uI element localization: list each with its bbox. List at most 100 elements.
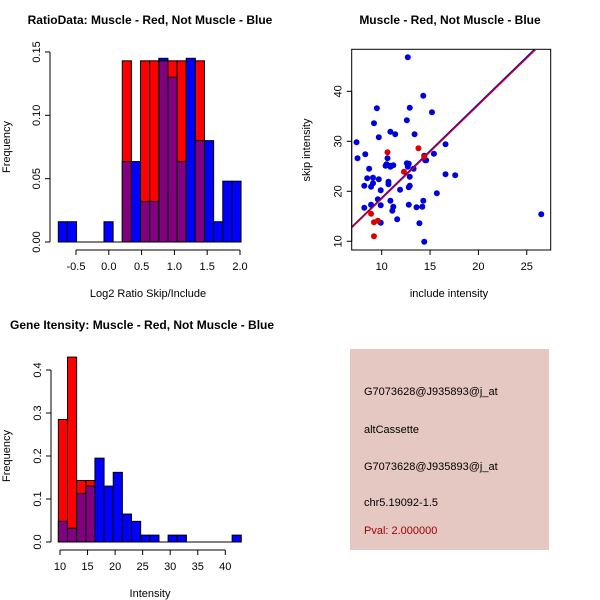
scatter-point: [361, 204, 368, 211]
scatter-point: [353, 139, 360, 146]
scatter-point: [419, 203, 426, 210]
x-tick-label: 20: [472, 261, 484, 273]
scatter-point: [368, 183, 375, 190]
x-tick-label: 25: [137, 561, 149, 573]
y-tick-label: 0.3: [32, 405, 44, 420]
histogram-overlap-bar: [140, 200, 151, 243]
scatter-point: [452, 172, 459, 179]
histogram-bar: [222, 180, 233, 243]
scatter-point: [415, 145, 422, 152]
scatter-point: [410, 165, 417, 172]
scatter-point: [384, 155, 391, 162]
y-tick-label: 40: [333, 85, 345, 97]
scatter-point: [538, 211, 545, 218]
histogram-bar: [131, 520, 142, 543]
scatter-point: [392, 131, 399, 138]
pval: Pval: 2.000000: [364, 525, 438, 537]
histogram-bar: [185, 57, 196, 243]
histogram-bar: [149, 534, 160, 543]
x-tick-label: 15: [424, 261, 436, 273]
scatter-point: [382, 162, 389, 169]
scatter-point: [370, 120, 377, 127]
histogram-overlap-bar: [167, 76, 178, 243]
scatter-point: [420, 197, 427, 204]
scatter-point: [394, 216, 401, 223]
y-tick-label: 10: [333, 235, 345, 247]
x-tick-label: 10: [376, 261, 388, 273]
histogram-overlap-bar: [76, 492, 87, 543]
x-axis-label: Log2 Ratio Skip/Include: [90, 288, 206, 300]
histogram-bar: [203, 140, 215, 243]
scatter-point: [364, 175, 371, 182]
histogram-bar: [140, 534, 151, 543]
histogram-bar: [231, 180, 242, 243]
scatter-point: [397, 186, 404, 193]
histogram-bar: [176, 534, 187, 543]
scatter-point: [406, 173, 413, 180]
histogram-overlap-bar: [57, 520, 68, 543]
scatter-point: [430, 150, 437, 157]
histogram-bar: [130, 161, 142, 243]
histogram-overlap-bar: [66, 527, 78, 543]
histogram-overlap-bar: [176, 161, 187, 243]
histogram-bar: [231, 534, 242, 543]
x-tick-label: 1.0: [167, 261, 182, 273]
scatter-point: [405, 201, 412, 208]
histogram-overlap-bar: [158, 60, 169, 243]
probe-id: G7073628@J935893@j_at: [364, 386, 498, 398]
scatter-point: [375, 134, 382, 141]
histogram-bar: [66, 356, 78, 543]
scatter-point: [374, 217, 381, 224]
scatter-point: [377, 202, 384, 209]
histogram-overlap-bar: [85, 485, 96, 543]
x-tick-label: 2.0: [232, 261, 247, 273]
x-tick-label: 40: [219, 561, 231, 573]
scatter-point: [400, 168, 407, 175]
y-tick-label: 0.1: [32, 491, 44, 506]
scatter-point: [428, 109, 435, 116]
scatter-point: [377, 187, 384, 194]
histogram-bar: [103, 485, 114, 543]
scatter-point: [368, 210, 375, 217]
y-tick-label: 0.4: [32, 362, 44, 377]
scatter-point: [387, 197, 394, 204]
y-tick-label: 0.2: [32, 448, 44, 463]
y-tick-label: 0.10: [31, 105, 43, 126]
x-tick-label: 15: [81, 561, 93, 573]
scatter-point: [403, 117, 410, 124]
scatter-point: [387, 128, 394, 135]
scatter-point: [384, 149, 391, 156]
histogram-bar: [94, 457, 105, 543]
y-tick-label: 30: [333, 135, 345, 147]
x-tick-label: 20: [109, 561, 121, 573]
scatter-point: [406, 104, 413, 111]
histogram-bar: [57, 221, 68, 243]
y-tick-label: 0.0: [32, 534, 44, 549]
y-axis-label: Frequency: [1, 121, 13, 173]
scatter-point: [385, 181, 392, 188]
histogram-overlap-bar: [149, 200, 160, 243]
chart-title: Gene Itensity: Muscle - Red, Not Muscle …: [10, 318, 274, 332]
x-tick-label: 0.5: [134, 261, 149, 273]
scatter-point: [405, 160, 412, 167]
histogram-bar: [112, 471, 123, 543]
scatter-point: [416, 220, 423, 227]
scatter-point: [370, 233, 377, 240]
histogram-overlap-bar: [194, 140, 205, 243]
scatter-point: [354, 155, 361, 162]
x-tick-label: 0.0: [101, 261, 116, 273]
x-tick-label: 25: [521, 261, 533, 273]
x-tick-label: 35: [192, 561, 204, 573]
regression-line: [351, 48, 535, 228]
scatter-point: [390, 203, 397, 210]
probe-id-2: G7073628@J935893@j_at: [364, 461, 498, 473]
x-tick-label: -0.5: [67, 261, 86, 273]
regression-line: [351, 48, 537, 229]
histogram-bar: [103, 221, 114, 243]
y-axis-label: skip intensity: [301, 118, 313, 181]
scatter-point: [373, 105, 380, 112]
scatter-point: [369, 174, 376, 181]
chart-title: Muscle - Red, Not Muscle - Blue: [359, 13, 541, 27]
location: chr5.19092-1.5: [364, 497, 438, 509]
